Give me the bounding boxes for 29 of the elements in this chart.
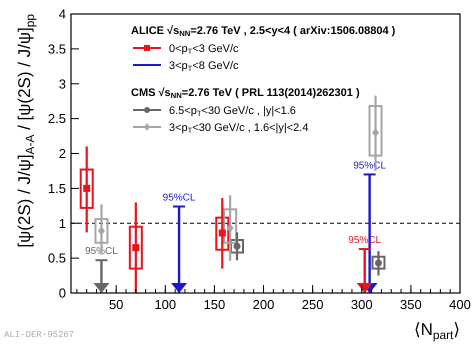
x-tick-label: 200 xyxy=(252,297,274,312)
y-tick-label: 2.5 xyxy=(48,111,66,126)
point xyxy=(132,244,140,252)
x-tick-label: 50 xyxy=(108,297,124,312)
x-tick-label: 350 xyxy=(400,297,422,312)
y-tick-label: 1 xyxy=(58,216,66,231)
y-tick-label: 0.5 xyxy=(48,250,66,266)
annotation: ALICE √s$_{NN}$=2.76 TeV , 2.5<y<4 ( arXiv:1506.08804 ) xyxy=(131,25,396,38)
legend-label: 6.5<p$_{T}$<30 GeV/c , |y|<1.6 xyxy=(169,105,296,118)
point xyxy=(218,230,226,237)
legend-label: 3<p$_{T}$<30 GeV/c , 1.6<|y|<2.4 xyxy=(169,122,308,136)
annotation: 95%CL xyxy=(162,192,196,204)
x-tick-label: 150 xyxy=(204,297,226,312)
legend-label: 3<p$_{T}$<8 GeV/c xyxy=(169,60,240,74)
y-tick-label: 1.5 xyxy=(48,180,66,196)
text: ALI-DER-95267 xyxy=(4,330,74,340)
x-tick-label: 300 xyxy=(350,297,373,312)
legend-label: 0<p$_{T}$<3 GeV/c xyxy=(169,43,240,56)
x-tick-label: 250 xyxy=(302,297,324,312)
y-tick-label: 4 xyxy=(58,6,66,22)
y-tick-label: 2 xyxy=(58,146,66,161)
x-tick-label: 100 xyxy=(154,297,176,312)
y-tick-label: 0 xyxy=(58,286,66,300)
y-tick-label: 3.5 xyxy=(48,41,66,56)
point xyxy=(83,184,90,192)
annotation: CMS √s$_{NN}$=2.76 TeV ( PRL 113(2014)262301 ) xyxy=(131,87,360,100)
y-tick-label: 3 xyxy=(58,76,66,92)
x-tick-label: 400 xyxy=(449,297,471,312)
x-axis-title: ⟨N$_{part}$⟩ xyxy=(414,320,460,342)
